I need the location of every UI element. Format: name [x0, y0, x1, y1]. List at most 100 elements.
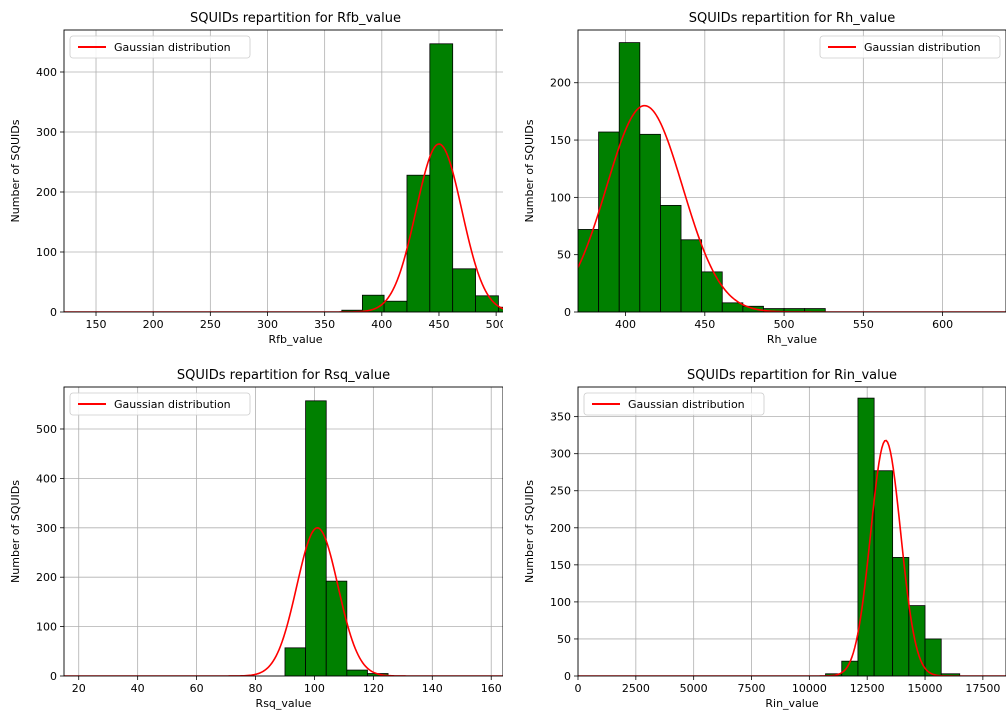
chart-svg-rfb: 150 200 250 300 350 400 450 500 0 100 200 300 400 SQU… [9, 11, 528, 346]
y-tick-label: 200 [36, 571, 57, 584]
histogram-bar [346, 669, 368, 676]
y-tick-label: 200 [36, 186, 57, 199]
y-tick-label: 400 [36, 472, 57, 485]
chart-svg-rsq: 20 40 60 80 100 120 140 160 0 100 200 300 400 500 SQUI… [9, 368, 504, 710]
x-tick-label: 550 [853, 318, 874, 331]
y-axis-label: Number of SQUIDs [523, 480, 536, 583]
histogram-bar [383, 300, 408, 312]
plot-content [578, 387, 1006, 676]
histogram-bar [873, 470, 894, 676]
legend-label: Gaussian distribution [114, 398, 231, 411]
x-tick-label: 5000 [680, 682, 708, 695]
chart-panel-rsq: 20 40 60 80 100 120 140 160 0 100 200 300 400 500 SQUI… [0, 360, 504, 718]
x-tick-label: 250 [200, 318, 221, 331]
histogram-bar [452, 268, 476, 312]
x-tick-label: 160 [481, 682, 502, 695]
y-tick-label: 350 [550, 411, 571, 424]
plot-content [64, 30, 527, 312]
x-tick-label: 12500 [850, 682, 885, 695]
histogram-bar [924, 638, 942, 676]
x-tick-label: 20 [72, 682, 86, 695]
legend: Gaussian distribution [819, 35, 1001, 59]
histogram-bar [660, 204, 682, 312]
x-axis-label: Rsq_value [256, 697, 312, 710]
x-tick-label: 17500 [965, 682, 1000, 695]
legend-box [69, 392, 251, 416]
y-tick-label: 150 [550, 559, 571, 572]
legend-box [819, 35, 1001, 59]
y-axis-label: Number of SQUIDs [523, 119, 536, 222]
x-tick-label: 450 [694, 318, 715, 331]
legend-box [583, 392, 765, 416]
x-tick-label: 350 [314, 318, 335, 331]
x-tick-label: 0 [575, 682, 582, 695]
chart-panel-rfb: 150 200 250 300 350 400 450 500 0 100 200 300 400 SQU… [0, 0, 528, 360]
x-tick-label: 500 [774, 318, 795, 331]
x-tick-label: 400 [371, 318, 392, 331]
legend-label: Gaussian distribution [628, 398, 745, 411]
bars [341, 43, 527, 312]
y-tick-label: 50 [557, 249, 571, 262]
y-tick-label: 100 [550, 191, 571, 204]
y-tick-label: 0 [50, 670, 57, 683]
histogram-bar [325, 580, 348, 676]
x-tick-label: 300 [257, 318, 278, 331]
histogram-bar [284, 647, 306, 676]
x-tick-label: 40 [131, 682, 145, 695]
chart-svg-rin: 0 2500 5000 7500 10000 12500 15000 17500 0 50 100 1… [523, 368, 1006, 710]
histogram-bar [618, 42, 641, 312]
x-tick-label: 2500 [622, 682, 650, 695]
x-axis-label: Rin_value [765, 697, 818, 710]
x-tick-label: 140 [422, 682, 443, 695]
histogram-bar [406, 174, 431, 312]
plot-frame [577, 386, 1006, 677]
legend: Gaussian distribution [69, 35, 251, 59]
histogram-bar [701, 271, 723, 312]
plot-content [578, 30, 1006, 312]
plot-area [578, 387, 1006, 676]
chart-svg-rh: 400 450 500 550 600 0 50 100 150 200 SQUIDs repart… [523, 11, 1006, 346]
histogram-bar [857, 397, 875, 676]
histogram-bar [639, 133, 661, 312]
y-tick-label: 200 [550, 77, 571, 90]
chart-title: SQUIDs repartition for Rfb_value [190, 11, 401, 26]
chart-title: SQUIDs repartition for Rsq_value [177, 368, 390, 383]
histogram-bar [598, 131, 620, 312]
gaussian-curve [64, 143, 527, 312]
y-tick-label: 250 [550, 485, 571, 498]
x-tick-label: 120 [363, 682, 384, 695]
chart-panel-rh: 400 450 500 550 600 0 50 100 150 200 SQUIDs repart… [503, 0, 1006, 360]
histogram-bar [892, 557, 910, 676]
gaussian-curve [578, 439, 1006, 676]
y-tick-label: 400 [36, 66, 57, 79]
y-axis-label: Number of SQUIDs [9, 480, 22, 583]
plot-area [64, 387, 503, 676]
y-tick-label: 0 [50, 306, 57, 319]
legend-box [69, 35, 251, 59]
chart-title: SQUIDs repartition for Rh_value [689, 11, 895, 26]
x-tick-label: 450 [428, 318, 449, 331]
x-tick-label: 500 [486, 318, 503, 331]
x-tick-label: 80 [249, 682, 263, 695]
x-tick-label: 150 [86, 318, 107, 331]
legend-label: Gaussian distribution [114, 41, 231, 54]
x-tick-label: 400 [615, 318, 636, 331]
y-tick-label: 100 [36, 246, 57, 259]
y-axis-label: Number of SQUIDs [9, 119, 22, 222]
y-tick-label: 300 [36, 522, 57, 535]
x-tick-label: 7500 [738, 682, 766, 695]
legend-label: Gaussian distribution [864, 41, 981, 54]
y-tick-label: 100 [550, 596, 571, 609]
x-axis-label: Rh_value [767, 333, 817, 346]
gaussian-curve [64, 526, 503, 676]
x-axis-label: Rfb_value [268, 333, 322, 346]
legend: Gaussian distribution [583, 392, 765, 416]
x-tick-label: 100 [304, 682, 325, 695]
histogram-bar [721, 302, 744, 312]
x-tick-label: 10000 [792, 682, 827, 695]
y-tick-label: 0 [564, 670, 571, 683]
chart-panel-rin: 0 2500 5000 7500 10000 12500 15000 17500 0 50 100 1… [503, 360, 1006, 718]
y-tick-label: 300 [550, 448, 571, 461]
y-tick-label: 500 [36, 423, 57, 436]
y-tick-label: 150 [550, 134, 571, 147]
